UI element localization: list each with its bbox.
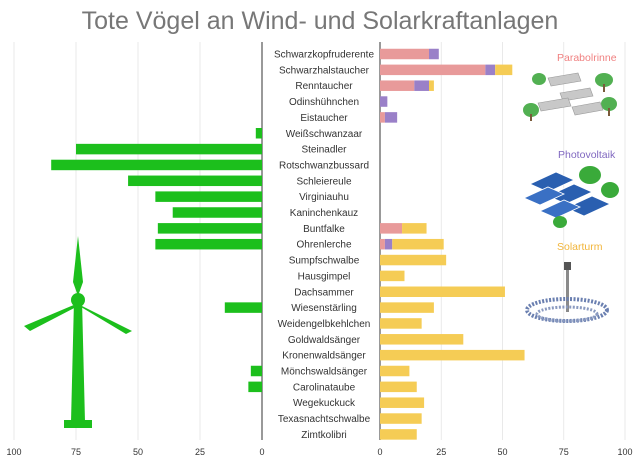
species-label: Weißschwanzaar bbox=[286, 129, 363, 140]
solar-bars bbox=[380, 48, 525, 440]
species-label: Schleiereule bbox=[296, 176, 351, 187]
wind-bar bbox=[250, 365, 262, 377]
solar-bar-solarturm bbox=[380, 254, 447, 266]
species-label: Goldwaldsänger bbox=[288, 335, 361, 346]
wind-tick-label: 100 bbox=[6, 447, 21, 457]
solar-bar-solarturm bbox=[380, 381, 417, 393]
solar-bar-solarturm bbox=[392, 238, 444, 250]
species-label: Schwarzkopfruderente bbox=[274, 50, 374, 61]
solar-bar-photovoltaik bbox=[485, 64, 496, 76]
solar-bar-parabolrinne bbox=[380, 64, 486, 76]
solar-tick-label: 100 bbox=[617, 447, 632, 457]
species-label: Dachsammer bbox=[294, 287, 354, 298]
solar-bar-solarturm bbox=[380, 270, 405, 282]
solar-bar-photovoltaik bbox=[429, 48, 439, 60]
solar-bar-solarturm bbox=[429, 80, 434, 91]
wind-bar bbox=[224, 302, 262, 313]
solar-bar-parabolrinne bbox=[380, 223, 403, 234]
solar-panel-icon bbox=[523, 166, 619, 228]
legend-photovoltaik: Photovoltaik bbox=[558, 149, 616, 161]
species-label: Ohrenlerche bbox=[296, 240, 351, 251]
species-label: Renntaucher bbox=[295, 81, 353, 92]
solar-bar-solarturm bbox=[402, 223, 427, 234]
solar-bar-solarturm bbox=[380, 302, 434, 313]
species-label: Carolinataube bbox=[293, 382, 356, 393]
solar-bar-solarturm bbox=[380, 349, 525, 361]
wind-tick-label: 50 bbox=[133, 447, 143, 457]
species-label: Eistaucher bbox=[300, 113, 348, 124]
species-label: Kaninchenkauz bbox=[290, 208, 358, 219]
solar-tower-icon bbox=[525, 262, 609, 323]
species-label: Texasnachtschwalbe bbox=[278, 414, 371, 425]
species-label: Steinadler bbox=[301, 145, 347, 156]
solar-bar-solarturm bbox=[495, 64, 513, 76]
solar-bar-solarturm bbox=[380, 318, 422, 329]
species-label: Odinshühnchen bbox=[289, 97, 359, 108]
legend-parabolrinne: Parabolrinne bbox=[557, 52, 617, 64]
solar-bar-parabolrinne bbox=[380, 238, 385, 250]
wind-tick-label: 75 bbox=[71, 447, 81, 457]
wind-bar bbox=[155, 191, 262, 202]
solar-bar-solarturm bbox=[380, 286, 505, 297]
wind-bar bbox=[157, 223, 262, 234]
species-label: Kronenwaldsänger bbox=[282, 351, 366, 362]
wind-bar bbox=[128, 175, 262, 187]
legend-solarturm: Solarturm bbox=[557, 241, 603, 253]
wind-bar bbox=[51, 159, 263, 171]
species-label: Weidengelbkehlchen bbox=[278, 319, 371, 330]
solar-bar-photovoltaik bbox=[414, 80, 429, 91]
wind-bar bbox=[155, 238, 262, 250]
solar-bar-solarturm bbox=[380, 365, 410, 377]
wind-tick-label: 0 bbox=[259, 447, 264, 457]
wind-bars bbox=[51, 128, 263, 393]
species-label: Wegekuckuck bbox=[293, 398, 356, 409]
wind-bar bbox=[172, 207, 262, 218]
species-label: Mönchswaldsänger bbox=[281, 367, 368, 378]
solar-bar-parabolrinne bbox=[380, 48, 429, 60]
solar-bar-parabolrinne bbox=[380, 112, 385, 123]
species-label: Virginiauhu bbox=[299, 192, 349, 203]
species-label: Schwarzhalstaucher bbox=[279, 65, 370, 76]
chart-title: Tote Vögel an Wind- und Solarkraftanlage… bbox=[82, 7, 559, 35]
solar-tick-label: 25 bbox=[436, 447, 446, 457]
solar-bar-photovoltaik bbox=[384, 238, 393, 250]
wind-bar bbox=[248, 381, 262, 393]
species-label: Rotschwanzbussard bbox=[279, 160, 369, 171]
wind-bar bbox=[255, 128, 262, 139]
species-label: Wiesenstärling bbox=[291, 303, 357, 314]
solar-bar-solarturm bbox=[380, 413, 422, 424]
species-label: Buntfalke bbox=[303, 224, 345, 235]
solar-tick-label: 0 bbox=[377, 447, 382, 457]
species-label: Sumpfschwalbe bbox=[289, 256, 360, 267]
solar-bar-solarturm bbox=[380, 334, 464, 345]
solar-bar-photovoltaik bbox=[384, 112, 398, 123]
solar-bar-solarturm bbox=[380, 397, 425, 408]
species-label: Zimtkolibri bbox=[301, 430, 347, 441]
axis-ticks: 100 75 50 25 0 0 25 50 75 100 bbox=[6, 447, 632, 457]
species-label: Hausgimpel bbox=[298, 271, 351, 282]
solar-tick-label: 75 bbox=[559, 447, 569, 457]
species-labels: Schwarzkopfruderente Schwarzhalstaucher Re… bbox=[274, 50, 374, 441]
solar-bar-parabolrinne bbox=[380, 80, 415, 91]
solar-bar-solarturm bbox=[380, 429, 417, 440]
wind-turbine-icon bbox=[24, 236, 132, 428]
wind-bar bbox=[76, 143, 262, 155]
solar-bar-photovoltaik bbox=[380, 96, 388, 107]
wind-tick-label: 25 bbox=[195, 447, 205, 457]
parabolic-trough-icon bbox=[523, 72, 617, 121]
solar-tick-label: 50 bbox=[497, 447, 507, 457]
